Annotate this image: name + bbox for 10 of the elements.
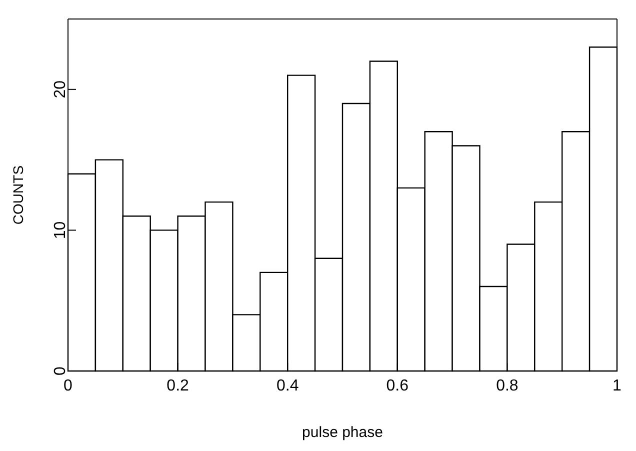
x-tick-label: 1 [612,377,622,394]
x-tick-label: 0.8 [496,377,518,394]
y-tick-label: 0 [52,366,69,376]
x-tick-label: 0.6 [386,377,409,394]
y-tick-label: 20 [52,80,69,98]
y-axis-title: COUNTS [10,165,26,225]
y-tick-label: 10 [52,221,69,240]
x-tick-label: 0.4 [276,377,299,394]
x-tick-label: 0.2 [166,377,190,394]
x-axis-title: pulse phase [302,424,383,441]
